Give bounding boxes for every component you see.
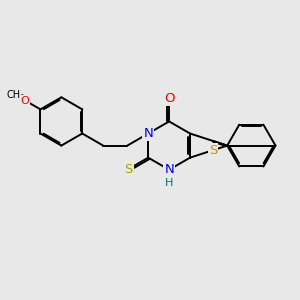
Text: O: O (21, 95, 29, 106)
Text: CH₃: CH₃ (6, 90, 25, 100)
Text: H: H (165, 178, 173, 188)
Text: N: N (164, 163, 174, 176)
Text: S: S (124, 163, 133, 176)
Text: N: N (143, 127, 153, 140)
Text: O: O (164, 92, 174, 105)
Text: S: S (209, 144, 217, 157)
